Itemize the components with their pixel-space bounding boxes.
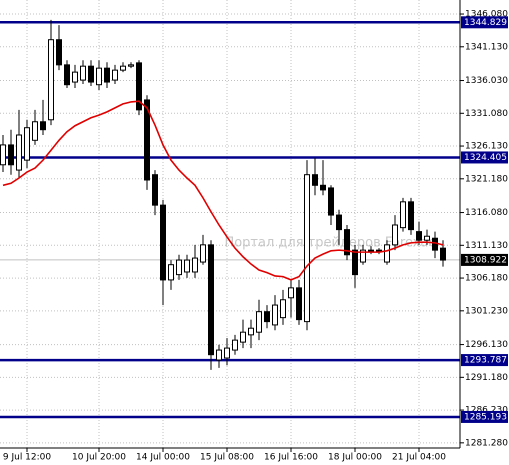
level-label-box bbox=[461, 410, 508, 423]
candle-body bbox=[120, 65, 126, 71]
candle-body bbox=[376, 249, 382, 252]
candle-body bbox=[104, 67, 110, 83]
candle-body bbox=[64, 64, 70, 86]
y-tick-label: 1281.280 bbox=[465, 438, 508, 448]
candle-body bbox=[128, 64, 134, 67]
candle-body bbox=[256, 311, 262, 333]
y-tick-label: 1316.080 bbox=[465, 208, 508, 218]
candle-body bbox=[200, 244, 206, 263]
candle-body bbox=[80, 65, 86, 81]
y-tick-label: 1346.080 bbox=[465, 10, 508, 20]
candle-body bbox=[24, 127, 30, 161]
candle-body bbox=[192, 257, 198, 273]
candle-body bbox=[392, 224, 398, 246]
level-label: 1324.405 bbox=[464, 153, 507, 163]
candle-body bbox=[40, 121, 46, 131]
candle-body bbox=[360, 249, 366, 263]
y-tick-label: 1301.230 bbox=[465, 306, 508, 316]
x-tick-label: 9 Jul 12:00 bbox=[3, 453, 52, 463]
level-label: 1293.787 bbox=[464, 356, 507, 366]
candle-body bbox=[416, 231, 422, 241]
y-tick-label: 1296.130 bbox=[465, 340, 508, 350]
candle-body bbox=[176, 259, 182, 276]
x-tick-label: 21 Jul 04:00 bbox=[392, 453, 446, 463]
y-tick-label: 1341.130 bbox=[465, 42, 508, 52]
candle-body bbox=[8, 144, 14, 166]
candle-body bbox=[328, 187, 334, 216]
level-label-box bbox=[461, 151, 508, 164]
current-price-box bbox=[461, 253, 508, 266]
candle-body bbox=[48, 39, 54, 121]
y-tick-label: 1311.130 bbox=[465, 241, 508, 251]
candle-body bbox=[312, 174, 318, 186]
candle-body bbox=[296, 287, 302, 321]
y-tick-label: 1291.180 bbox=[465, 373, 508, 383]
candle-body bbox=[248, 327, 254, 336]
y-tick-label: 1306.180 bbox=[465, 274, 508, 284]
candle-body bbox=[304, 174, 310, 323]
candle-body bbox=[320, 184, 326, 191]
x-tick-label: 14 Jul 00:00 bbox=[136, 453, 190, 463]
x-tick-label: 10 Jul 20:00 bbox=[72, 453, 126, 463]
candle-body bbox=[264, 311, 270, 323]
candle-body bbox=[96, 67, 102, 86]
x-tick-label: 18 Jul 00:00 bbox=[328, 453, 382, 463]
candle-body bbox=[168, 264, 174, 281]
candle-body bbox=[160, 204, 166, 281]
candle-body bbox=[280, 299, 286, 319]
level-label-box bbox=[461, 354, 508, 367]
y-tick-label: 1326.130 bbox=[465, 142, 508, 152]
candle-body bbox=[408, 201, 414, 231]
candle-body bbox=[240, 331, 246, 343]
candle-body bbox=[112, 69, 118, 81]
candle-body bbox=[144, 99, 150, 181]
candle-body bbox=[216, 349, 222, 361]
candle-body bbox=[288, 287, 294, 299]
candle-body bbox=[0, 144, 6, 166]
candle-body bbox=[352, 249, 358, 276]
candle-body bbox=[88, 65, 94, 83]
y-tick-label: 1331.080 bbox=[465, 109, 508, 119]
candle-body bbox=[152, 174, 158, 206]
y-tick-label: 1336.030 bbox=[465, 76, 508, 86]
candle-body bbox=[440, 247, 446, 261]
watermark: Портал для трейдеров Forexac bbox=[224, 236, 435, 251]
x-tick-label: 15 Jul 08:00 bbox=[200, 453, 254, 463]
candle-body bbox=[400, 201, 406, 229]
candle-body bbox=[136, 62, 142, 111]
candle-body bbox=[336, 214, 342, 231]
x-tick-label: 16 Jul 16:00 bbox=[264, 453, 318, 463]
level-label: 1344.829 bbox=[464, 18, 507, 28]
candle-body bbox=[424, 235, 430, 241]
y-tick-label: 1321.180 bbox=[465, 174, 508, 184]
candle-body bbox=[384, 244, 390, 263]
candle-body bbox=[56, 39, 62, 66]
candle-body bbox=[368, 249, 374, 252]
level-label-box bbox=[461, 16, 508, 29]
candle-body bbox=[272, 304, 278, 326]
y-tick-label: 1286.230 bbox=[465, 406, 508, 416]
moving-average bbox=[2, 100, 444, 281]
candle-body bbox=[72, 71, 78, 83]
current-price-label: 1308.922 bbox=[464, 255, 507, 265]
candle-body bbox=[32, 121, 38, 141]
candle-body bbox=[432, 237, 438, 251]
candle-body bbox=[232, 339, 238, 351]
candle-body bbox=[208, 244, 214, 356]
candle-body bbox=[344, 229, 350, 256]
candle-body bbox=[16, 134, 22, 171]
candle-body bbox=[224, 347, 230, 359]
level-label: 1285.193 bbox=[464, 412, 507, 422]
candle-body bbox=[184, 259, 190, 273]
